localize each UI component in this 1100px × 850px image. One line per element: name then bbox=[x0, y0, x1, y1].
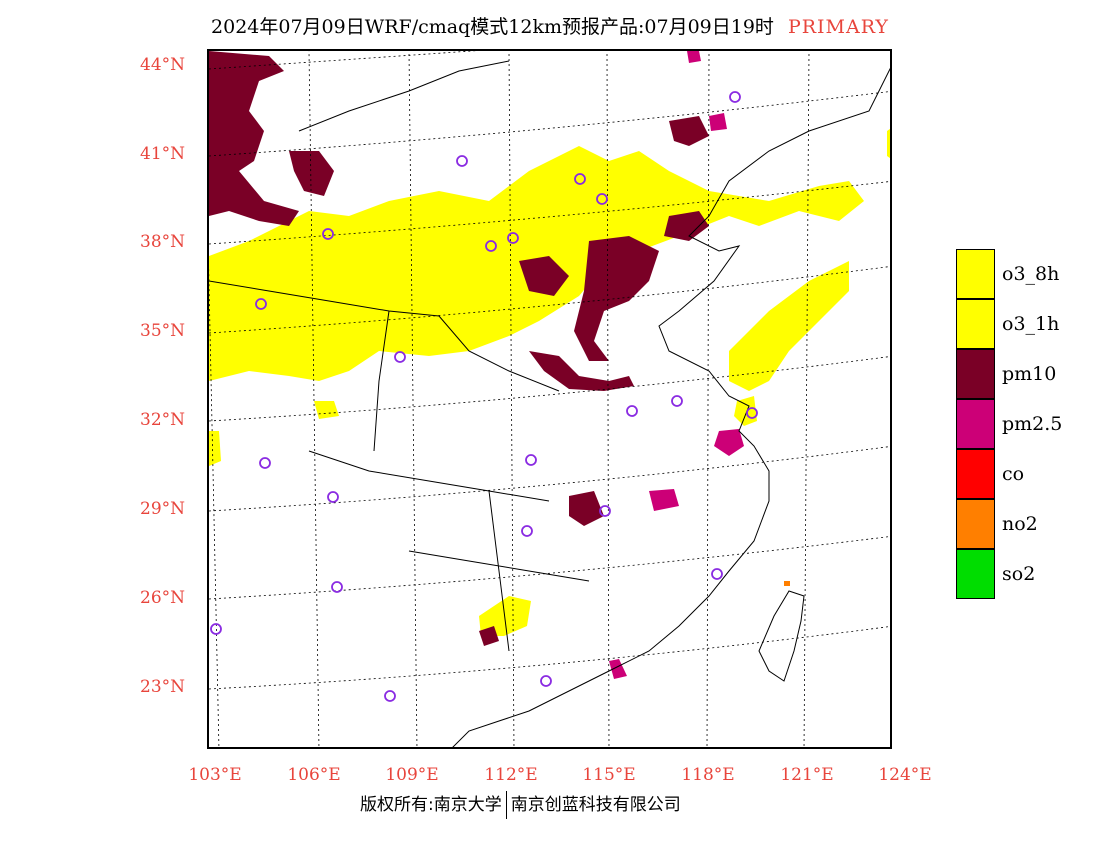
o3-region-layer bbox=[209, 128, 890, 636]
legend-swatch-o3-8h bbox=[956, 249, 995, 299]
legend-item-co: co bbox=[956, 449, 1100, 499]
pm10-region-bohai bbox=[664, 211, 709, 241]
taiwan-outline bbox=[758, 590, 805, 682]
legend-swatch-no2 bbox=[956, 499, 995, 549]
coastline bbox=[452, 67, 890, 747]
pm10-region-huabei bbox=[519, 256, 569, 296]
pm25-region-bohai-bay bbox=[687, 51, 701, 63]
legend-swatch-pm10 bbox=[956, 349, 995, 399]
o3-region-west-edge bbox=[209, 431, 221, 466]
legend-swatch-so2 bbox=[956, 549, 995, 599]
legend-label-pm10: pm10 bbox=[1002, 363, 1057, 385]
copyright-right: 南京创蓝科技有限公司 bbox=[510, 795, 681, 815]
pollution-map bbox=[207, 49, 892, 749]
no2-spot-taiwan-strait bbox=[784, 581, 790, 586]
pm10-region-beijing bbox=[669, 116, 709, 146]
lat-label-29: 29°N bbox=[140, 499, 186, 519]
title-main: 2024年07月09日WRF/cmaq模式12km预报产品:07月09日19时 bbox=[211, 16, 774, 38]
legend-label-co: co bbox=[1002, 463, 1025, 485]
legend-item-o3-1h: o3_1h bbox=[956, 299, 1100, 349]
lon-label-121: 121°E bbox=[780, 765, 834, 785]
pm10-region-guangxi bbox=[479, 626, 499, 646]
footer-separator bbox=[505, 791, 507, 819]
pm25-region-north bbox=[709, 113, 727, 131]
map-title: 2024年07月09日WRF/cmaq模式12km预报产品:07月09日19时 P… bbox=[0, 12, 1100, 39]
pm10-region-northwest bbox=[209, 51, 299, 226]
lon-label-118: 118°E bbox=[681, 765, 735, 785]
lon-label-103: 103°E bbox=[188, 765, 242, 785]
o3-region-yellow-sea bbox=[729, 261, 849, 391]
legend-item-no2: no2 bbox=[956, 499, 1100, 549]
lon-label-112: 112°E bbox=[484, 765, 538, 785]
lon-label-106: 106°E bbox=[287, 765, 341, 785]
lat-label-23: 23°N bbox=[140, 677, 186, 697]
lon-label-124: 124°E bbox=[878, 765, 932, 785]
pm25-region-guangdong bbox=[609, 659, 627, 679]
legend-label-o3-8h: o3_8h bbox=[1002, 263, 1060, 285]
legend-label-pm25: pm2.5 bbox=[1002, 413, 1063, 435]
lon-label-115: 115°E bbox=[582, 765, 636, 785]
legend-label-no2: no2 bbox=[1002, 513, 1038, 535]
pm10-region-layer bbox=[209, 51, 709, 646]
city-markers bbox=[210, 91, 758, 702]
pm25-region-layer bbox=[609, 51, 744, 679]
border-inner-mongolia bbox=[298, 60, 510, 132]
map-canvas bbox=[209, 51, 890, 747]
pm10-region-north-plain bbox=[574, 236, 659, 361]
legend-swatch-pm25 bbox=[956, 399, 995, 449]
lat-label-32: 32°N bbox=[140, 410, 186, 430]
pm25-region-shanghai bbox=[714, 429, 744, 456]
o3-region-northeast-edge bbox=[887, 128, 890, 159]
o3-region-sichuan-spot bbox=[314, 401, 339, 419]
pm10-region-central bbox=[569, 491, 604, 526]
lat-label-44: 44°N bbox=[140, 55, 186, 75]
coastline-and-borders bbox=[209, 60, 890, 747]
legend-swatch-co bbox=[956, 449, 995, 499]
lat-label-41: 41°N bbox=[140, 144, 186, 164]
copyright-left: 版权所有:南京大学 bbox=[360, 795, 502, 815]
title-primary-tag: PRIMARY bbox=[787, 16, 889, 38]
lat-label-38: 38°N bbox=[140, 232, 186, 252]
lat-label-35: 35°N bbox=[140, 321, 186, 341]
legend-item-so2: so2 bbox=[956, 549, 1100, 599]
latitude-gridlines bbox=[209, 51, 890, 690]
legend-item-pm10: pm10 bbox=[956, 349, 1100, 399]
pm25-region-jiangxi bbox=[649, 489, 679, 511]
legend-item-o3-8h: o3_8h bbox=[956, 249, 1100, 299]
pm10-region-inner-mongolia bbox=[289, 151, 334, 196]
legend-item-pm25: pm2.5 bbox=[956, 399, 1100, 449]
legend-swatch-o3-1h bbox=[956, 299, 995, 349]
lon-label-109: 109°E bbox=[385, 765, 439, 785]
province-borders bbox=[209, 280, 590, 652]
lat-label-26: 26°N bbox=[140, 588, 186, 608]
copyright-footer: 版权所有:南京大学 南京创蓝科技有限公司 bbox=[360, 790, 681, 819]
legend-label-so2: so2 bbox=[1002, 563, 1036, 585]
longitude-gridlines bbox=[209, 51, 810, 747]
legend-label-o3-1h: o3_1h bbox=[1002, 313, 1060, 335]
